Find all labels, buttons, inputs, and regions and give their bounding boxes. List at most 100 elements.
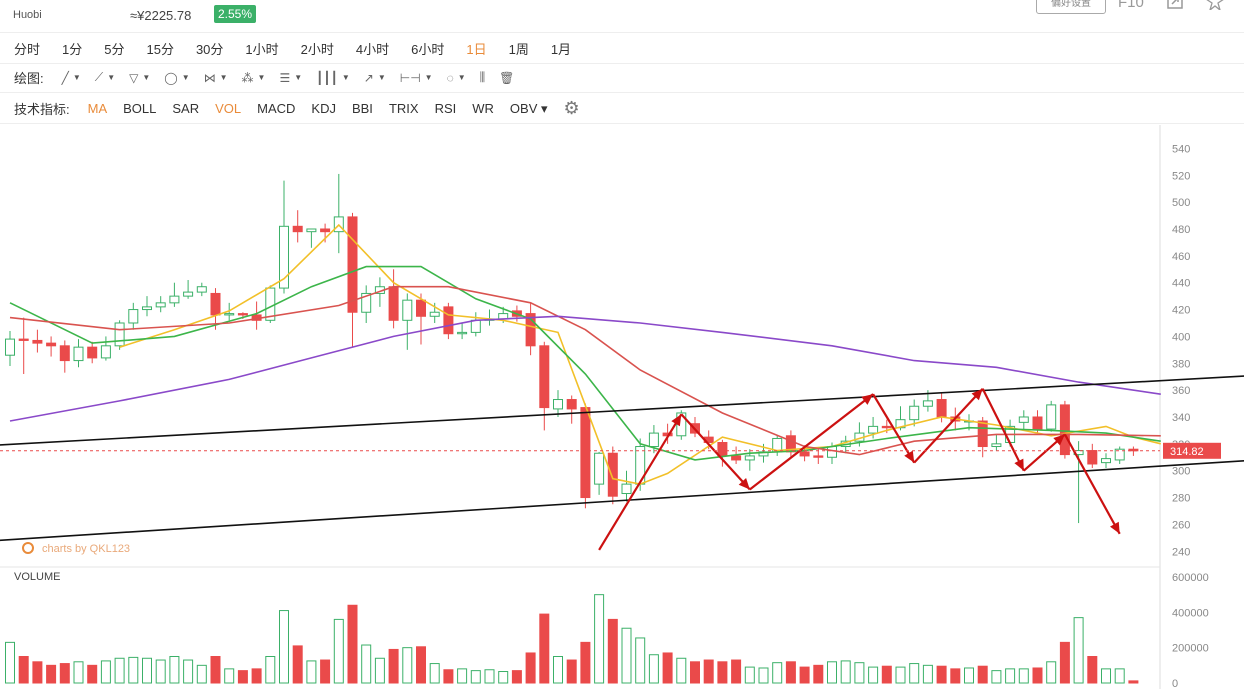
indicator-sar[interactable]: SAR — [172, 101, 200, 116]
zigzag-arrow-segment — [680, 413, 751, 491]
candle-body — [909, 405, 920, 421]
volume-bar — [292, 645, 303, 684]
f10-button[interactable]: F10 — [1118, 0, 1144, 11]
candle-body — [594, 452, 605, 485]
period-tab-7[interactable]: 4小时 — [355, 42, 390, 57]
indicator-boll[interactable]: BOLL — [123, 101, 157, 116]
price-tick-label: 540 — [1172, 143, 1190, 155]
candle-body — [429, 311, 440, 317]
candle-body — [539, 345, 550, 409]
pattern-tool-icon[interactable]: ⁂ ▼ — [241, 70, 266, 85]
period-tab-3[interactable]: 15分 — [146, 42, 174, 57]
volume-tick-label: 200000 — [1172, 643, 1209, 655]
candle-body — [1018, 416, 1029, 423]
candle-body — [525, 313, 536, 347]
volume-bar — [772, 662, 783, 684]
preference-button[interactable]: 偏好设置 — [1036, 0, 1106, 14]
candle-tool-icon[interactable]: ⫼ — [479, 70, 486, 84]
period-tab-8[interactable]: 6小时 — [411, 42, 445, 57]
arrowhead-icon — [1110, 521, 1120, 534]
fullscreen-icon[interactable] — [1166, 0, 1184, 10]
candle-body — [717, 441, 728, 457]
period-tab-6[interactable]: 2小时 — [300, 42, 334, 57]
candle-body — [416, 299, 426, 317]
volume-bar — [744, 666, 755, 684]
indicator-kdj[interactable]: KDJ — [311, 101, 336, 116]
volume-bar — [1018, 668, 1029, 684]
period-tab-2[interactable]: 5分 — [104, 42, 125, 57]
volume-bar — [374, 657, 385, 684]
candle-body — [991, 443, 1002, 448]
indicator-macd[interactable]: MACD — [257, 101, 296, 116]
volume-bar — [950, 668, 961, 684]
period-tabs: 分时 1分 5分 15分 30分 1小时 2小时 4小时 6小时 1日 1周 1月 — [0, 34, 1244, 64]
volume-bar — [142, 657, 152, 684]
text-tool-icon[interactable]: ◌ ▼ — [446, 70, 466, 85]
period-tab-0[interactable]: 分时 — [14, 42, 41, 57]
channel-trendline — [0, 375, 1244, 446]
indicator-vol[interactable]: VOL — [215, 101, 242, 116]
volume-bar — [662, 652, 673, 684]
arrowhead-icon — [671, 414, 682, 427]
volume-bar — [443, 669, 454, 684]
zigzag-arrow-segment — [749, 393, 874, 491]
star-icon[interactable] — [1206, 0, 1224, 10]
candle-body — [813, 455, 824, 458]
ma-line-ma10 — [9, 265, 1161, 461]
volume-bar — [251, 668, 262, 684]
chevron-down-icon: ▼ — [457, 73, 466, 82]
chevron-down-icon: ▼ — [257, 73, 266, 82]
volume-bar — [731, 659, 742, 684]
volume-bar — [717, 661, 728, 684]
indicator-ma[interactable]: MA — [87, 101, 108, 116]
trash-icon[interactable]: 🗑 — [499, 70, 515, 85]
arrow-tool-icon[interactable]: ↗ ▼ — [363, 70, 386, 85]
period-tab-4[interactable]: 30分 — [195, 42, 224, 57]
period-tab-9[interactable]: 1日 — [466, 42, 487, 57]
line-tool-icon[interactable]: ╱ ▼ — [61, 70, 81, 85]
segment-tool-icon[interactable]: ⟋ ▼ — [94, 70, 116, 84]
chevron-down-icon: ▼ — [341, 73, 350, 82]
period-tab-1[interactable]: 1分 — [62, 42, 83, 57]
volume-bar — [237, 670, 248, 684]
indicator-wr[interactable]: WR — [472, 101, 494, 116]
volume-tick-label: 600000 — [1172, 572, 1209, 584]
circle-tool-icon[interactable]: ◯ ▼ — [164, 70, 190, 85]
fib-tool-icon[interactable]: ☰ ▼ — [279, 70, 303, 85]
indicator-trix[interactable]: TRIX — [388, 101, 419, 116]
volume-bar — [785, 661, 796, 684]
price-tick-label: 460 — [1172, 251, 1190, 263]
candle-body — [881, 425, 892, 429]
candle-body — [1046, 404, 1057, 430]
drawing-label: 绘图: — [14, 71, 44, 86]
arrowhead-icon — [971, 388, 983, 401]
grid-tool-icon[interactable]: ┃┃┃ ▼ — [316, 70, 350, 85]
gear-icon[interactable]: ⚙ — [563, 98, 580, 118]
price-tick-label: 260 — [1172, 519, 1190, 531]
indicator-rsi[interactable]: RSI — [434, 101, 457, 116]
period-tab-10[interactable]: 1周 — [508, 42, 529, 57]
candle-body — [183, 291, 194, 297]
channel-tool-icon[interactable]: ▽ ▼ — [129, 70, 151, 85]
period-tab-11[interactable]: 1月 — [550, 42, 572, 57]
candle-body — [731, 455, 742, 461]
candle-body — [1114, 448, 1125, 461]
measure-tool-icon[interactable]: ⊢⊣ ▼ — [399, 70, 433, 85]
wave-tool-icon[interactable]: ⋈ ▼ — [203, 70, 228, 85]
volume-bar — [840, 660, 851, 684]
candle-body — [827, 446, 837, 458]
kline-chart[interactable]: 2402602803003203403603804004204404604805… — [0, 125, 1244, 689]
zigzag-arrow-segment — [872, 393, 916, 464]
top-bar: Huobi ≈¥2225.78 2.55% 偏好设置 F10 — [0, 0, 1244, 33]
indicator-obv[interactable]: OBV ▾ — [509, 100, 548, 116]
candle-body — [128, 309, 139, 324]
volume-bar — [73, 661, 84, 684]
volume-bar — [799, 666, 810, 684]
volume-bar — [977, 665, 988, 684]
volume-bar — [100, 660, 111, 684]
period-tab-5[interactable]: 1小时 — [245, 42, 279, 57]
candle-body — [73, 346, 84, 362]
volume-bar — [676, 657, 687, 684]
indicator-bbi[interactable]: BBI — [351, 101, 373, 116]
arrowhead-icon — [904, 450, 915, 463]
